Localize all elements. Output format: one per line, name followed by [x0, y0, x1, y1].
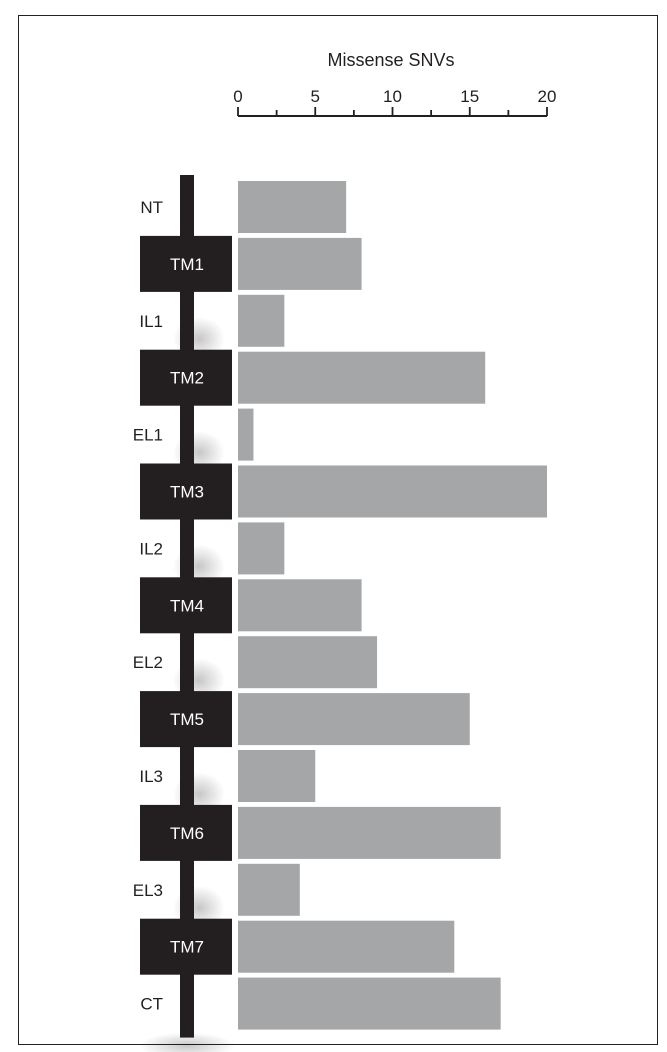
tm-domain-box	[140, 577, 232, 634]
category-label: TM1	[170, 255, 204, 274]
bar	[238, 636, 378, 689]
x-axis: 0 5 10 15 20	[233, 87, 557, 117]
category-label: IL2	[139, 539, 163, 558]
bar	[238, 750, 316, 802]
bar	[238, 977, 501, 1030]
category-label: EL2	[133, 653, 163, 672]
bar	[238, 522, 285, 575]
x-tick-label: 20	[538, 87, 557, 106]
tm-domain-box	[140, 463, 232, 520]
bar	[238, 579, 362, 632]
x-tick-label: 0	[233, 87, 242, 106]
bars	[238, 181, 547, 1030]
x-tick-label: 15	[460, 87, 479, 106]
category-label: TM3	[170, 483, 204, 502]
strand-shadow	[139, 1032, 235, 1052]
tm-domain-box	[140, 349, 232, 406]
bar	[238, 693, 470, 746]
bar	[238, 863, 300, 916]
category-label: EL1	[133, 426, 163, 445]
category-label: IL3	[139, 767, 163, 786]
tm-domain-box	[140, 918, 232, 975]
category-label: TM4	[170, 596, 204, 615]
tm-domain-box	[140, 691, 232, 748]
tm-domain-box	[140, 235, 232, 292]
bar	[238, 237, 362, 290]
category-label: TM2	[170, 369, 204, 388]
bar	[238, 181, 347, 233]
bar	[238, 408, 254, 461]
bar	[238, 351, 486, 404]
bar	[238, 294, 285, 347]
category-label: NT	[140, 198, 163, 217]
bar	[238, 465, 547, 518]
x-axis-label: Missense SNVs	[327, 50, 454, 70]
category-label: TM6	[170, 824, 204, 843]
category-label: IL1	[139, 312, 163, 331]
tm-domain-box	[140, 804, 232, 861]
category-label: TM5	[170, 710, 204, 729]
bar	[238, 920, 455, 973]
category-label: EL3	[133, 881, 163, 900]
x-tick-label: 5	[311, 87, 320, 106]
domain-column: NT TM1 IL1 TM2 EL1 TM3 IL2 TM4 EL2 TM5 IL3 TM6 EL3 TM…	[133, 198, 232, 1014]
category-label: CT	[140, 995, 163, 1014]
bar	[238, 806, 501, 859]
category-label: TM7	[170, 938, 204, 957]
x-tick-label: 10	[383, 87, 402, 106]
